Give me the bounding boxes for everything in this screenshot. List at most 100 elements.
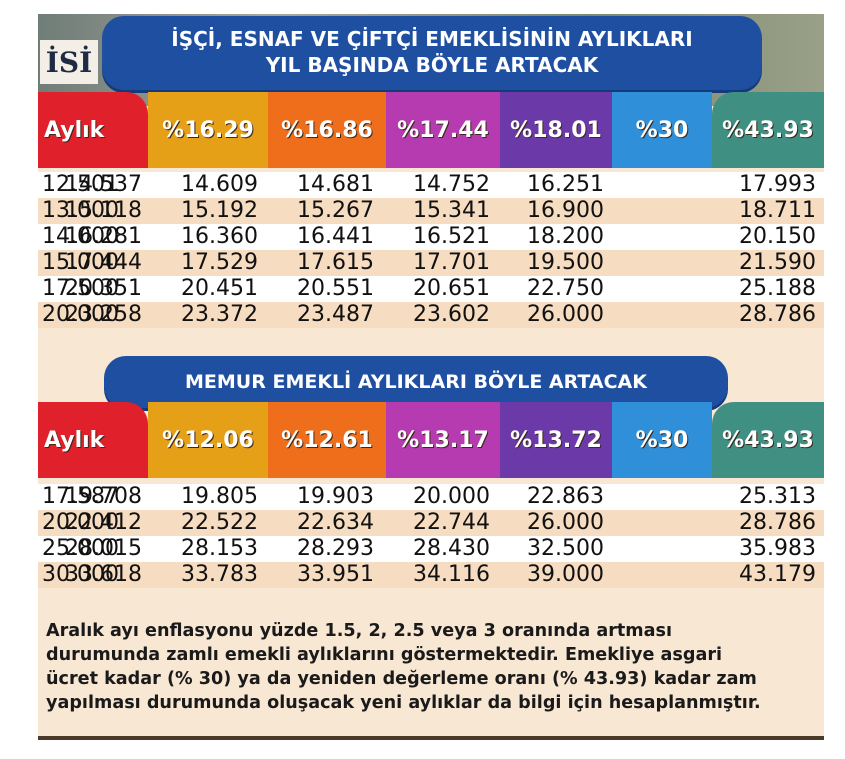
- table-row: 13.000 15.118 15.192 15.267 15.341 16.900 18.7…: [38, 198, 824, 224]
- table-cell: 15.192: [181, 198, 258, 223]
- table-cell: 15.267: [297, 198, 374, 223]
- table-cell: 19.903: [297, 484, 374, 509]
- table-cell: 33.618: [65, 562, 142, 587]
- column-header: Aylık: [38, 92, 148, 168]
- table-cell: 16.900: [527, 198, 604, 223]
- table-cell: 28.786: [739, 510, 816, 535]
- title-civil-servants: MEMUR EMEKLİ AYLIKLARI BÖYLE ARTACAK: [185, 371, 647, 393]
- table-row: 17.500 20.351 20.451 20.551 20.651 22.750 25.1…: [38, 276, 824, 302]
- table-cell: 20.000: [42, 510, 119, 535]
- column-header: %30: [612, 402, 712, 478]
- column-header: %18.01: [500, 92, 612, 168]
- title-banner-workers: İŞÇİ, ESNAF VE ÇİFTÇİ EMEKLİSİNİN AYLIKL…: [102, 16, 762, 90]
- table-cell: 12.501: [42, 172, 119, 197]
- footnote-line: yapılması durumunda oluşacak yeni aylıkl…: [46, 693, 761, 713]
- table-cell: 28.293: [297, 536, 374, 561]
- table-cell: 13.000: [42, 198, 119, 223]
- table-cell: 19.708: [65, 484, 142, 509]
- table-cell: 20.651: [413, 276, 490, 301]
- table-cell: 43.179: [739, 562, 816, 587]
- table-row: 14.000 16.281 16.360 16.441 16.521 18.200 20.1…: [38, 224, 824, 250]
- footnote-line: ücret kadar (% 30) ya da yeniden değerle…: [46, 669, 757, 689]
- table-cell: 22.863: [527, 484, 604, 509]
- background-photo-strip-bottom: [38, 736, 824, 740]
- table-cell: 23.487: [297, 302, 374, 327]
- table-cell: 20.551: [297, 276, 374, 301]
- table-cell: 17.500: [42, 276, 119, 301]
- table-cell: 34.116: [413, 562, 490, 587]
- table-cell: 17.529: [181, 250, 258, 275]
- table-cell: 35.983: [739, 536, 816, 561]
- table1-header: Aylık %16.29 %16.86 %17.44 %18.01 %30 %43.93: [38, 92, 824, 168]
- column-header: Aylık: [38, 402, 148, 478]
- table-cell: 28.015: [65, 536, 142, 561]
- table-cell: 32.500: [527, 536, 604, 561]
- footnote-line: Aralık ayı enflasyonu yüzde 1.5, 2, 2.5 …: [46, 621, 672, 641]
- table-cell: 28.786: [739, 302, 816, 327]
- column-header: %43.93: [712, 92, 824, 168]
- table-row: 17.587 19.708 19.805 19.903 20.000 22.863 25.3…: [38, 484, 824, 510]
- table-cell: 28.430: [413, 536, 490, 561]
- table-cell: 14.681: [297, 172, 374, 197]
- table-cell: 22.750: [527, 276, 604, 301]
- table-row: 30.000 33.618 33.783 33.951 34.116 39.000 43.1…: [38, 562, 824, 588]
- table-cell: 15.118: [65, 198, 142, 223]
- table-cell: 16.281: [65, 224, 142, 249]
- table-cell: 16.441: [297, 224, 374, 249]
- table-cell: 23.372: [181, 302, 258, 327]
- table-cell: 15.341: [413, 198, 490, 223]
- table-cell: 28.153: [181, 536, 258, 561]
- table-cell: 22.412: [65, 510, 142, 535]
- table-cell: 33.951: [297, 562, 374, 587]
- table-cell: 20.150: [739, 224, 816, 249]
- table-cell: 17.587: [42, 484, 119, 509]
- table-cell: 26.000: [527, 302, 604, 327]
- table-cell: 17.993: [739, 172, 816, 197]
- table-cell: 17.615: [297, 250, 374, 275]
- table-row: 25.000 28.015 28.153 28.293 28.430 32.500 35.9…: [38, 536, 824, 562]
- table-cell: 19.500: [527, 250, 604, 275]
- table-cell: 14.609: [181, 172, 258, 197]
- table-cell: 14.752: [413, 172, 490, 197]
- infographic: İSİ İŞÇİ, ESNAF VE ÇİFTÇİ EMEKLİSİNİN AY…: [38, 14, 824, 740]
- table-cell: 20.000: [413, 484, 490, 509]
- table-row: 20.000 23.258 23.372 23.487 23.602 26.000 28.7…: [38, 302, 824, 328]
- table-cell: 18.200: [527, 224, 604, 249]
- table-cell: 22.634: [297, 510, 374, 535]
- table-cell: 16.251: [527, 172, 604, 197]
- table-cell: 23.602: [413, 302, 490, 327]
- table-cell: 14.537: [65, 172, 142, 197]
- column-header: %30: [612, 92, 712, 168]
- table-cell: 14.000: [42, 224, 119, 249]
- table-row: 15.000 17.444 17.529 17.615 17.701 19.500 21.5…: [38, 250, 824, 276]
- footnote-line: durumunda zamlı emekli aylıklarını göste…: [46, 645, 723, 665]
- column-header: %16.29: [148, 92, 268, 168]
- table-cell: 20.451: [181, 276, 258, 301]
- table-cell: 25.188: [739, 276, 816, 301]
- newspaper-logo: İSİ: [40, 40, 98, 84]
- table-cell: 19.805: [181, 484, 258, 509]
- table-cell: 20.351: [65, 276, 142, 301]
- table-cell: 33.783: [181, 562, 258, 587]
- table-cell: 26.000: [527, 510, 604, 535]
- table-cell: 22.744: [413, 510, 490, 535]
- table-row: 20.000 22.412 22.522 22.634 22.744 26.000 28.7…: [38, 510, 824, 536]
- column-header: %13.17: [386, 402, 500, 478]
- table-row: 12.501 14.537 14.609 14.681 14.752 16.251 17.9…: [38, 172, 824, 198]
- table-cell: 16.360: [181, 224, 258, 249]
- column-header: %17.44: [386, 92, 500, 168]
- table-cell: 17.701: [413, 250, 490, 275]
- table-cell: 23.258: [65, 302, 142, 327]
- table-cell: 39.000: [527, 562, 604, 587]
- table-cell: 22.522: [181, 510, 258, 535]
- table-cell: 30.000: [42, 562, 119, 587]
- table-cell: 25.313: [739, 484, 816, 509]
- title-line-2: YIL BAŞINDA BÖYLE ARTACAK: [265, 53, 599, 77]
- table-cell: 18.711: [739, 198, 816, 223]
- table2-header: Aylık %12.06 %12.61 %13.17 %13.72 %30 %43.93: [38, 402, 824, 478]
- column-header: %12.06: [148, 402, 268, 478]
- column-header: %16.86: [268, 92, 386, 168]
- column-header: %13.72: [500, 402, 612, 478]
- column-header: %43.93: [712, 402, 824, 478]
- table-cell: 17.444: [65, 250, 142, 275]
